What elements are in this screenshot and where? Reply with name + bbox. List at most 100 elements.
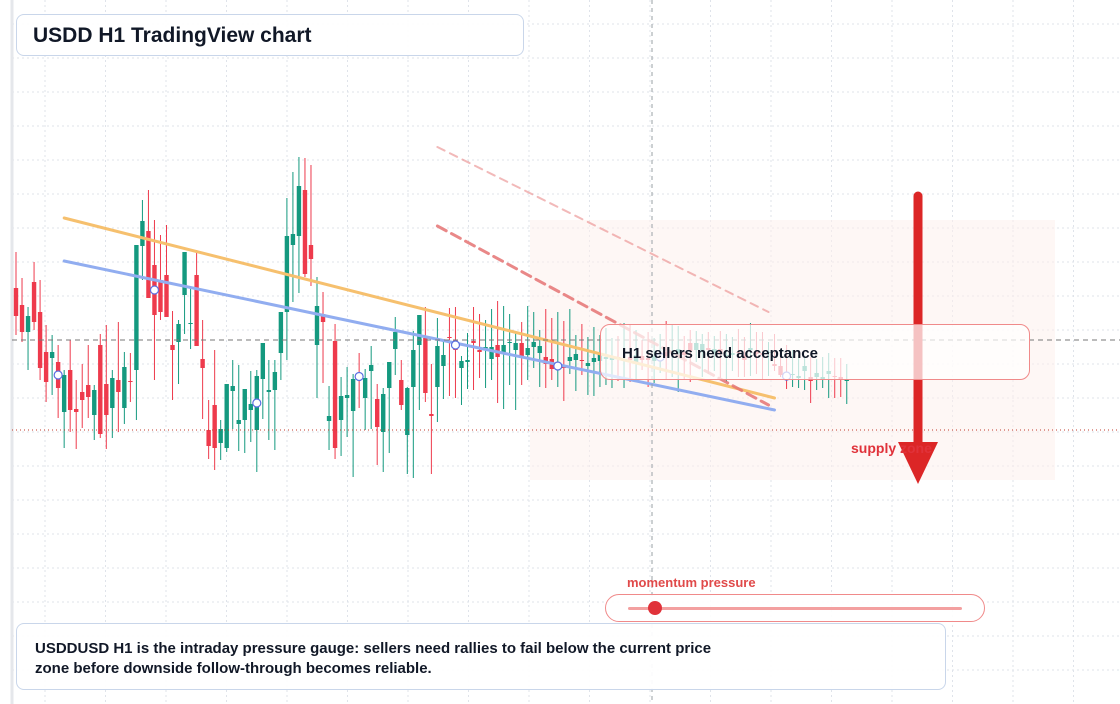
callout-text: H1 sellers need acceptance: [622, 345, 818, 362]
candle-body: [49, 352, 55, 358]
candle-body: [597, 354, 603, 361]
trendline-channel-faint: [436, 146, 770, 313]
candle-body: [122, 367, 127, 408]
candle-body: [507, 342, 512, 343]
candle-body: [320, 314, 326, 322]
candle-body: [86, 385, 91, 397]
candle-body: [266, 390, 272, 392]
candle-body: [116, 380, 121, 392]
candle-body: [519, 343, 524, 356]
candle-body: [170, 345, 175, 350]
candle-body: [164, 275, 169, 317]
candle-body: [411, 350, 416, 387]
candle-body: [188, 323, 193, 324]
candle-body: [441, 355, 446, 366]
caption-box: USDDUSD H1 is the intraday pressure gaug…: [16, 623, 946, 690]
candle-body: [537, 346, 542, 353]
down-arrow-icon: [898, 191, 938, 484]
candle-body: [326, 416, 332, 421]
candle-body: [435, 346, 440, 387]
candle-body: [362, 378, 368, 398]
candle-body: [128, 381, 133, 382]
arrow-head: [898, 442, 938, 484]
candle-body: [531, 342, 536, 347]
candle-body: [501, 345, 506, 353]
candle-body: [368, 365, 374, 371]
candle-body: [98, 345, 103, 434]
candle-body: [344, 395, 350, 398]
callout-box: H1 sellers need acceptance: [600, 324, 1030, 380]
candle-body: [278, 312, 284, 353]
candle-body: [332, 341, 338, 448]
chart-title-box: USDD H1 TradingView chart: [16, 14, 524, 56]
candle-body: [591, 358, 597, 362]
candle-body: [314, 306, 320, 345]
trendline-lower: [62, 259, 777, 412]
candle-body: [92, 390, 97, 415]
candle-body: [176, 324, 181, 342]
candle-body: [399, 380, 404, 405]
candle-body: [80, 392, 85, 400]
slider-track: [628, 607, 962, 610]
swing-marker: [252, 398, 262, 408]
candle-body: [236, 420, 241, 424]
candle-body: [230, 386, 235, 391]
candle-body: [218, 429, 223, 443]
slider-thumb[interactable]: [647, 601, 662, 615]
caption-text: USDDUSD H1 is the intraday pressure gaug…: [35, 640, 712, 677]
candle-body: [338, 396, 344, 420]
candle-body: [158, 280, 163, 312]
candle-body: [579, 360, 585, 361]
candle-body: [471, 341, 476, 343]
candle-body: [61, 375, 67, 412]
candle-body: [381, 394, 386, 432]
momentum-label: momentum pressure: [627, 575, 756, 590]
candle-body: [393, 332, 398, 349]
candle-body: [308, 245, 314, 259]
candle-body: [513, 343, 518, 350]
swing-marker: [53, 370, 63, 380]
candle-body: [242, 389, 247, 420]
candle-body: [67, 370, 73, 410]
swing-marker: [450, 340, 461, 350]
candle-body: [43, 352, 49, 382]
candle-body: [19, 305, 25, 332]
supply-zone-label: supply zone: [851, 440, 932, 456]
candle-body: [182, 252, 187, 295]
candle-body: [465, 360, 470, 362]
candle-body: [387, 362, 392, 388]
chart-title: USDD H1 TradingView chart: [33, 24, 312, 47]
candle-body: [140, 221, 145, 246]
candle-body: [13, 288, 19, 316]
candle-body: [429, 414, 434, 416]
momentum-slider[interactable]: [605, 594, 985, 622]
candle-body: [134, 245, 139, 370]
candle-body: [290, 234, 296, 245]
swing-marker: [354, 371, 364, 382]
candle-body: [350, 379, 356, 411]
candle-body: [194, 275, 199, 346]
candle-body: [405, 388, 410, 435]
candle-body: [447, 337, 452, 338]
swing-marker: [553, 361, 563, 371]
candle-body: [74, 409, 79, 412]
candle-body: [104, 384, 109, 415]
candle-body: [302, 190, 308, 274]
candle-body: [31, 282, 37, 322]
candle-body: [844, 380, 849, 381]
candle-body: [375, 399, 380, 427]
candle-body: [146, 231, 151, 298]
candle-body: [296, 186, 302, 236]
candle-body: [248, 404, 253, 410]
candle-body: [423, 338, 428, 393]
candle-body: [25, 316, 31, 332]
candle-body: [200, 359, 205, 368]
candle-body: [212, 405, 217, 448]
candle-body: [585, 363, 591, 366]
candle-body: [573, 354, 579, 360]
candle-body: [260, 343, 266, 379]
candle-body: [489, 347, 494, 359]
candle-body: [477, 350, 482, 352]
candle-body: [525, 348, 530, 355]
candle-body: [459, 361, 464, 368]
